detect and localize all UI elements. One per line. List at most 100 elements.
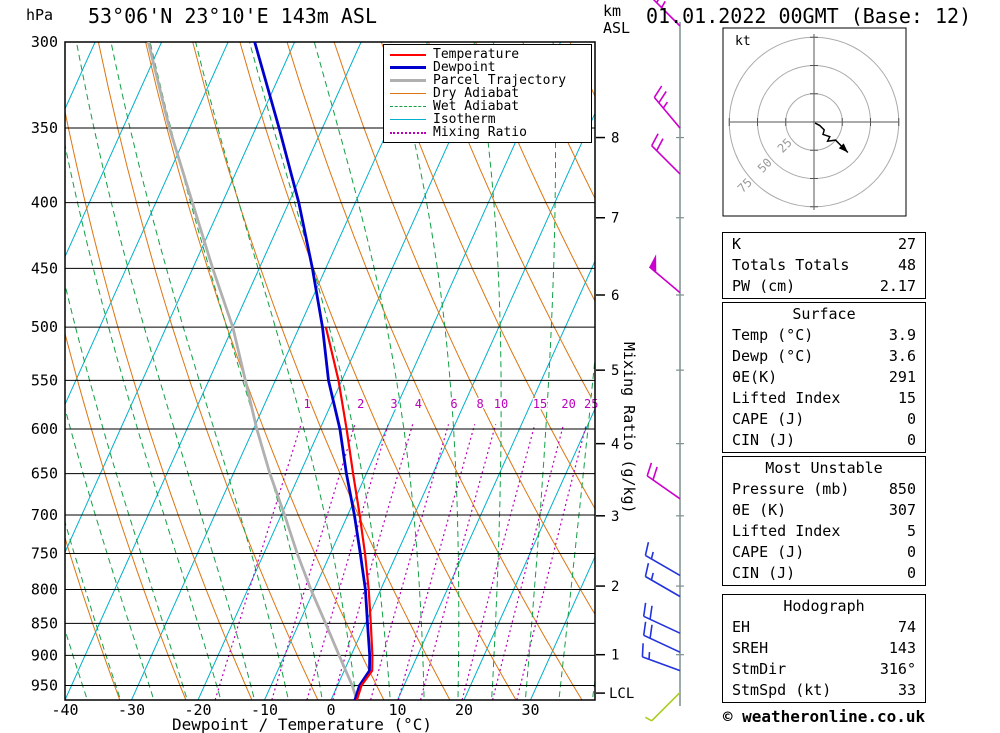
hodograph-unit-label: kt	[735, 34, 751, 49]
stat-value: 307	[888, 501, 916, 519]
km-unit: km	[603, 2, 622, 20]
legend-swatch-dashed	[390, 106, 426, 107]
stat-value: 5	[906, 522, 916, 540]
footer-credit[interactable]: © weatheronline.co.uk	[722, 707, 926, 726]
wind-barb	[644, 563, 681, 598]
stat-row: Lifted Index 5	[723, 521, 925, 542]
stat-row: EH 74	[723, 617, 925, 638]
stat-label: CIN (J)	[732, 431, 796, 449]
stat-label: Temp (°C)	[732, 326, 814, 344]
stats-table-title: Hodograph	[783, 597, 865, 615]
stat-value: 3.9	[888, 326, 916, 344]
wind-barb	[642, 621, 681, 653]
stat-label: CAPE (J)	[732, 410, 805, 428]
svg-text:800: 800	[31, 581, 58, 599]
km-axis: 8 7 6 5 4 3 2 1 LCL	[596, 131, 634, 702]
stat-label: PW (cm)	[732, 277, 796, 295]
run-datetime-title: 01.01.2022 00GMT (Base: 12)	[646, 4, 972, 28]
svg-text:950: 950	[31, 676, 58, 694]
stat-value: 3.6	[888, 347, 916, 365]
svg-text:6: 6	[611, 288, 619, 304]
wind-barb	[648, 254, 681, 294]
legend-label: Mixing Ratio	[433, 125, 527, 140]
svg-text:500: 500	[31, 318, 58, 336]
temp-tick-labels: -40 -30 -20 -10 0 10 20 30	[51, 701, 539, 719]
sounding-curves	[146, 42, 374, 700]
stat-value: 2.17	[879, 277, 916, 295]
stat-value: 0	[906, 543, 916, 561]
stat-value: 0	[906, 431, 916, 449]
svg-text:400: 400	[31, 194, 58, 212]
legend-swatch-solid	[390, 119, 426, 120]
svg-text:350: 350	[31, 119, 58, 137]
legend-label: Temperature	[433, 47, 520, 62]
svg-text:10: 10	[494, 397, 508, 411]
hodograph-arrow	[838, 143, 848, 153]
stat-value: 33	[897, 681, 916, 699]
stat-label: Dewp (°C)	[732, 347, 814, 365]
stat-row: θE (K) 307	[723, 500, 925, 521]
svg-text:30: 30	[521, 701, 539, 719]
svg-text:20: 20	[455, 701, 473, 719]
legend-item: Mixing Ratio	[390, 125, 585, 140]
legend-item: Dewpoint	[390, 60, 585, 75]
stats-table-most-unstable: Most Unstable Pressure (mb) 850 θE (K) 307 Li…	[722, 456, 926, 586]
temperature-curve	[324, 326, 374, 700]
wind-barb	[652, 0, 681, 27]
legend-label: Dewpoint	[433, 60, 496, 75]
legend-item: Parcel Trajectory	[390, 73, 585, 88]
legend: Temperature Dewpoint Parcel Trajectory Dry …	[383, 44, 592, 143]
svg-text:4: 4	[611, 437, 619, 453]
svg-text:8: 8	[611, 131, 619, 147]
stats-table-hodograph: Hodograph EH 74 SREH 143 StmDir 316° StmSpd (kt…	[722, 594, 926, 703]
stat-label: Lifted Index	[732, 389, 841, 407]
legend-item: Temperature	[390, 47, 585, 62]
legend-swatch-solid	[390, 79, 426, 82]
wind-barb	[641, 643, 681, 672]
plot-border	[64, 41, 596, 701]
stat-value: 143	[888, 639, 916, 657]
stat-value: 48	[897, 256, 916, 274]
stat-value: 0	[906, 410, 916, 428]
stat-label: CAPE (J)	[732, 543, 805, 561]
stat-value: 850	[888, 480, 916, 498]
stat-row: Pressure (mb) 850	[723, 479, 925, 500]
svg-text:3: 3	[611, 509, 619, 525]
stat-row: Lifted Index 15	[723, 388, 925, 409]
legend-swatch-dotted	[390, 131, 426, 134]
stat-row: StmDir 316°	[723, 659, 925, 680]
svg-text:0: 0	[326, 701, 335, 719]
stat-row: CAPE (J) 0	[723, 542, 925, 563]
svg-text:25: 25	[584, 397, 598, 411]
wind-barb	[650, 133, 681, 175]
stat-label: θE(K)	[732, 368, 778, 386]
legend-label: Wet Adiabat	[433, 99, 520, 114]
stats-table-indices: K 27 Totals Totals 48 PW (cm) 2.17	[722, 232, 926, 299]
wind-barb-column	[641, 0, 684, 722]
stat-value: 74	[897, 618, 916, 636]
wind-barb	[653, 85, 681, 129]
isotherm-lines	[65, 42, 595, 700]
dewpoint-curve	[253, 42, 372, 700]
stat-label: Pressure (mb)	[732, 480, 850, 498]
legend-label: Dry Adiabat	[433, 86, 520, 101]
svg-text:-20: -20	[184, 701, 211, 719]
svg-text:8: 8	[477, 397, 484, 411]
stat-row: CAPE (J) 0	[723, 409, 925, 430]
pressure-grid	[65, 41, 595, 686]
stat-label: SREH	[732, 639, 769, 657]
svg-text:1: 1	[611, 648, 619, 664]
svg-text:300: 300	[31, 33, 58, 51]
stat-value: 0	[906, 564, 916, 582]
svg-text:850: 850	[31, 614, 58, 632]
stat-row: K 27	[723, 234, 925, 255]
svg-text:-10: -10	[251, 701, 278, 719]
svg-text:900: 900	[31, 646, 58, 664]
x-axis-label: Dewpoint / Temperature (°C)	[172, 715, 432, 733]
stat-label: StmSpd (kt)	[732, 681, 832, 699]
svg-text:450: 450	[31, 259, 58, 277]
stat-label: Totals Totals	[732, 256, 850, 274]
svg-text:15: 15	[533, 397, 547, 411]
wind-barb	[645, 691, 681, 722]
stat-row: PW (cm) 2.17	[723, 276, 925, 297]
